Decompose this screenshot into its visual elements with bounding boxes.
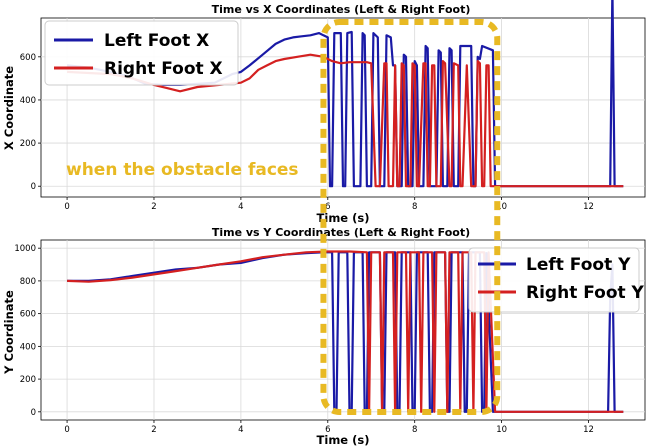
- y-tick-label: 0: [31, 408, 36, 418]
- y-tick-label: 0: [31, 182, 36, 192]
- y-ticks: 0 200 400 600: [20, 53, 41, 192]
- x-tick-label: 2: [151, 202, 156, 212]
- legend-label-right: Right Foot Y: [526, 283, 645, 303]
- x-tick-label: 0: [64, 425, 69, 435]
- series-line-right-foot: [67, 53, 624, 188]
- legend: Left Foot Y Right Foot Y: [468, 247, 645, 313]
- highlight-box: [320, 19, 501, 415]
- series-lines: [66, 0, 624, 188]
- legend-label-left: Left Foot X: [104, 31, 209, 51]
- chart-title: Time vs Y Coordinates (Left & Right Foot…: [212, 226, 470, 239]
- annotation-text: when the obstacle faces: [66, 160, 299, 180]
- x-coordinate-chart: Time vs X Coordinates (Left & Right Foot…: [2, 0, 646, 225]
- y-tick-label: 200: [20, 139, 36, 149]
- y-tick-label: 200: [20, 375, 36, 385]
- legend-box: [44, 20, 239, 86]
- y-tick-label: 600: [20, 310, 36, 320]
- x-tick-label: 10: [496, 425, 507, 435]
- x-ticks: 0 2 4 6 8 10 12: [64, 420, 594, 435]
- x-tick-label: 0: [64, 202, 69, 212]
- chart-title: Time vs X Coordinates (Left & Right Foot…: [212, 3, 471, 16]
- x-tick-label: 8: [412, 202, 417, 212]
- x-tick-label: 10: [496, 202, 507, 212]
- y-tick-label: 600: [20, 53, 36, 63]
- x-ticks: 0 2 4 6 8 10 12: [64, 197, 594, 212]
- x-tick-label: 12: [583, 202, 594, 212]
- x-tick-label: 6: [325, 202, 330, 212]
- y-tick-label: 400: [20, 96, 36, 106]
- y-ticks: 0 200 400 600 800 1000: [14, 244, 41, 418]
- x-tick-label: 4: [238, 425, 243, 435]
- x-axis-label: Time (s): [317, 433, 370, 447]
- x-tick-label: 2: [151, 425, 156, 435]
- x-tick-label: 4: [238, 202, 243, 212]
- y-tick-label: 800: [20, 277, 36, 287]
- y-tick-label: 1000: [14, 244, 36, 254]
- x-tick-label: 8: [412, 425, 417, 435]
- y-axis-label: Y Coordinate: [2, 290, 16, 375]
- x-tick-label: 6: [325, 425, 330, 435]
- legend: Left Foot X Right Foot X: [44, 20, 239, 86]
- y-tick-label: 400: [20, 342, 36, 352]
- y-coordinate-chart: Time vs Y Coordinates (Left & Right Foot…: [2, 226, 646, 447]
- legend-label-left: Left Foot Y: [526, 255, 631, 275]
- x-axis-label: Time (s): [317, 211, 370, 225]
- legend-label-right: Right Foot X: [104, 59, 223, 79]
- x-tick-label: 12: [583, 425, 594, 435]
- y-axis-label: X Coordinate: [2, 66, 16, 150]
